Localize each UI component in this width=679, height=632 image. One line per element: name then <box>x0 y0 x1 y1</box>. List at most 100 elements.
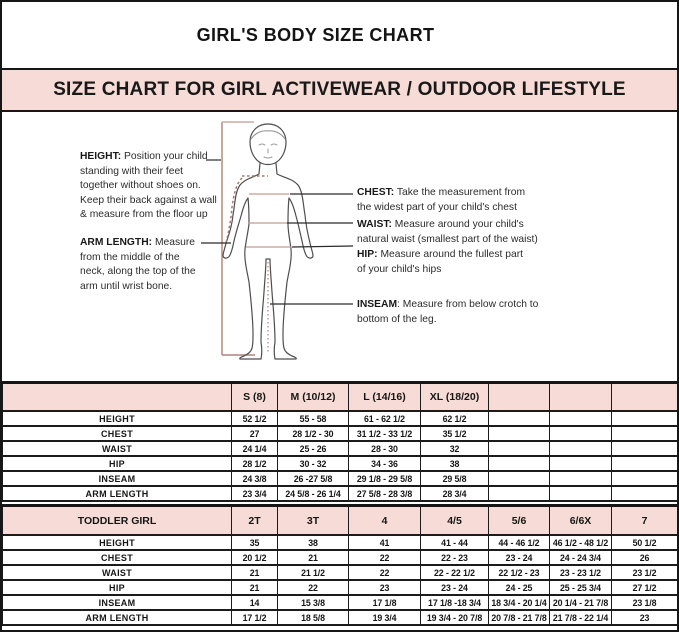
table-row: WAIST 24 1/4 25 - 26 28 - 30 32 <box>2 440 677 457</box>
chest-label: CHEST: <box>357 187 395 198</box>
size-cell: 22 <box>348 564 421 581</box>
toddler-size-table: TODDLER GIRL 2T 3T 4 4/5 5/6 6/6X 7 HEIGHT 35 38 41… <box>2 504 677 626</box>
size-cell: 50 1/2 <box>611 534 677 551</box>
column-header <box>611 381 677 412</box>
size-cell: 14 <box>231 594 278 611</box>
size-cell: 19 3/4 - 20 7/8 <box>420 609 489 626</box>
waist-label: WAIST: <box>357 219 392 230</box>
size-cell: 35 1/2 <box>420 425 489 442</box>
size-cell <box>488 455 550 472</box>
table-row: HIP 28 1/2 30 - 32 34 - 36 38 <box>2 455 677 472</box>
size-cell: 28 1/2 - 30 <box>277 425 349 442</box>
header-row: S (8) M (10/12) L (14/16) XL (18/20) <box>2 381 677 412</box>
column-header: 4 <box>348 504 421 536</box>
table-row: WAIST 21 21 1/2 22 22 - 22 1/2 22 1/2 - 23 23 … <box>2 564 677 581</box>
size-cell: 17 1/8 -18 3/4 <box>420 594 489 611</box>
size-cell: 22 - 23 <box>420 549 489 566</box>
table-row: ARM LENGTH 17 1/2 18 5/8 19 3/4 19 3/4 - 20 … <box>2 609 677 626</box>
size-cell: 62 1/2 <box>420 410 489 427</box>
column-header: 5/6 <box>488 504 550 536</box>
size-cell: 25 - 25 3/4 <box>549 579 612 596</box>
size-cell: 21 <box>231 564 278 581</box>
arm-length-guide-line <box>225 175 268 244</box>
torso-measure-lines <box>246 193 291 248</box>
size-cell <box>549 425 612 442</box>
header-row: TODDLER GIRL 2T 3T 4 4/5 5/6 6/6X 7 <box>2 504 677 536</box>
row-label: CHEST <box>2 549 232 566</box>
arm-length-label: ARM LENGTH: <box>80 237 153 248</box>
size-cell: 23 - 23 1/2 <box>549 564 612 581</box>
chest-instruction: CHEST: Take the measurement from the wid… <box>357 187 526 213</box>
table-row: INSEAM 14 15 3/8 17 1/8 17 1/8 -18 3/4 18 3/4… <box>2 594 677 611</box>
hip-label: HIP: <box>357 249 378 260</box>
size-cell: 31 1/2 - 33 1/2 <box>348 425 421 442</box>
column-header: M (10/12) <box>277 381 349 412</box>
row-label: INSEAM <box>2 594 232 611</box>
size-cell: 24 5/8 - 26 1/4 <box>277 485 349 502</box>
size-cell: 35 <box>231 534 278 551</box>
row-label: HEIGHT <box>2 410 232 427</box>
column-header: L (14/16) <box>348 381 421 412</box>
size-cell: 46 1/2 - 48 1/2 <box>549 534 612 551</box>
size-cell <box>611 485 677 502</box>
size-cell: 27 <box>231 425 278 442</box>
row-label: WAIST <box>2 564 232 581</box>
size-cell: 17 1/8 <box>348 594 421 611</box>
size-cell: 24 3/8 <box>231 470 278 487</box>
size-cell: 23 - 24 <box>420 579 489 596</box>
table-row: INSEAM 24 3/8 26 -27 5/8 29 1/8 - 29 5/8 29 … <box>2 470 677 487</box>
size-cell <box>488 410 550 427</box>
size-cell: 38 <box>420 455 489 472</box>
size-cell <box>549 440 612 457</box>
size-cell: 20 1/4 - 21 7/8 <box>549 594 612 611</box>
table-row: CHEST 27 28 1/2 - 30 31 1/2 - 33 1/2 35 1/2 <box>2 425 677 442</box>
size-cell: 21 <box>231 579 278 596</box>
size-cell: 28 1/2 <box>231 455 278 472</box>
column-header: XL (18/20) <box>420 381 489 412</box>
size-cell: 38 <box>277 534 349 551</box>
size-cell: 23 - 24 <box>488 549 550 566</box>
child-body-outline <box>222 123 314 360</box>
hip-connector <box>291 245 354 248</box>
size-cell: 24 - 24 3/4 <box>549 549 612 566</box>
row-label: HEIGHT <box>2 534 232 551</box>
size-cell: 18 5/8 <box>277 609 349 626</box>
row-label: HIP <box>2 455 232 472</box>
size-cell: 28 - 30 <box>348 440 421 457</box>
size-cell: 34 - 36 <box>348 455 421 472</box>
category-banner: SIZE CHART FOR GIRL ACTIVEWEAR / OUTDOOR… <box>2 68 677 112</box>
table-row: HIP 21 22 23 23 - 24 24 - 25 25 - 25 3/4 27 1/2 <box>2 579 677 596</box>
column-header: TODDLER GIRL <box>2 504 232 536</box>
size-cell: 21 1/2 <box>277 564 349 581</box>
page-title: GIRL'S BODY SIZE CHART <box>196 24 435 45</box>
size-cell: 15 3/8 <box>277 594 349 611</box>
size-cell: 30 - 32 <box>277 455 349 472</box>
arm-length-instruction: ARM LENGTH: Measure from the middle of t… <box>80 237 196 292</box>
size-cell: 32 <box>420 440 489 457</box>
size-cell: 26 <box>611 549 677 566</box>
table-row: ARM LENGTH 23 3/4 24 5/8 - 26 1/4 27 5/8 - … <box>2 485 677 502</box>
size-cell <box>549 410 612 427</box>
table-row: HEIGHT 35 38 41 41 - 44 44 - 46 1/2 46 1/2 - 4… <box>2 534 677 551</box>
height-bracket <box>221 121 255 356</box>
size-cell <box>549 470 612 487</box>
size-cell <box>488 425 550 442</box>
column-header: 4/5 <box>420 504 489 536</box>
size-cell: 27 1/2 <box>611 579 677 596</box>
size-cell: 19 3/4 <box>348 609 421 626</box>
size-cell <box>549 455 612 472</box>
waist-instruction: WAIST: Measure around your child's natur… <box>357 219 538 245</box>
size-cell <box>611 425 677 442</box>
size-cell: 20 7/8 - 21 7/8 <box>488 609 550 626</box>
size-cell <box>488 485 550 502</box>
size-cell <box>611 410 677 427</box>
size-cell <box>488 470 550 487</box>
child-figure-illustration <box>201 121 354 360</box>
column-header: 6/6X <box>549 504 612 536</box>
size-cell: 41 <box>348 534 421 551</box>
column-header: 3T <box>277 504 349 536</box>
table-row: HEIGHT 52 1/2 55 - 58 61 - 62 1/2 62 1/2 <box>2 410 677 427</box>
title-bar: GIRL'S BODY SIZE CHART <box>2 2 677 68</box>
row-label: INSEAM <box>2 470 232 487</box>
